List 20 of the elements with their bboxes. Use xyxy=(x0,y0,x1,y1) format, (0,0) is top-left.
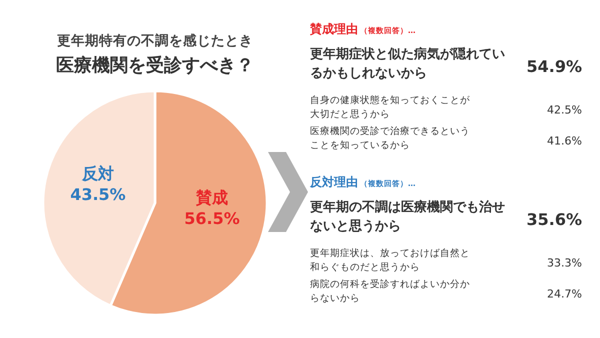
chart-subtitle: 医療機関を受診すべき？ xyxy=(56,55,254,76)
category-label: 自身の健康状態を知っておくことが大切だと思うから xyxy=(310,94,471,120)
text: 35.6% xyxy=(526,210,582,230)
category-label: 更年期症状と似た病気が隠れているかもしれないから xyxy=(310,46,505,81)
data-label: 43.5% xyxy=(70,185,126,204)
text: 反対理由 xyxy=(309,175,358,189)
data-label: 56.5% xyxy=(184,208,240,228)
text: 33.3% xyxy=(547,256,582,270)
slice-label: 賛成 xyxy=(195,188,228,207)
text: 42.5% xyxy=(547,103,582,116)
slice-label: 反対 xyxy=(80,164,114,184)
text: 24.7% xyxy=(547,287,582,300)
chart-title: 更年期特有の不調を感じたとき xyxy=(57,32,253,49)
category-label: 医療機関の受診で治療できるということを知っているから xyxy=(310,125,470,151)
text: 41.6% xyxy=(547,134,582,148)
category-label: 更年期症状は、放っておけば自然と和らぐものだと思うから xyxy=(310,247,470,273)
text: 54.9% xyxy=(526,57,582,76)
category-label: 更年期の不調は医療機関でも治せないと思うから xyxy=(310,199,505,234)
category-label: 病院の何科を受診すればよいか分からないから xyxy=(310,278,470,304)
text: 賛成理由 xyxy=(309,22,358,36)
